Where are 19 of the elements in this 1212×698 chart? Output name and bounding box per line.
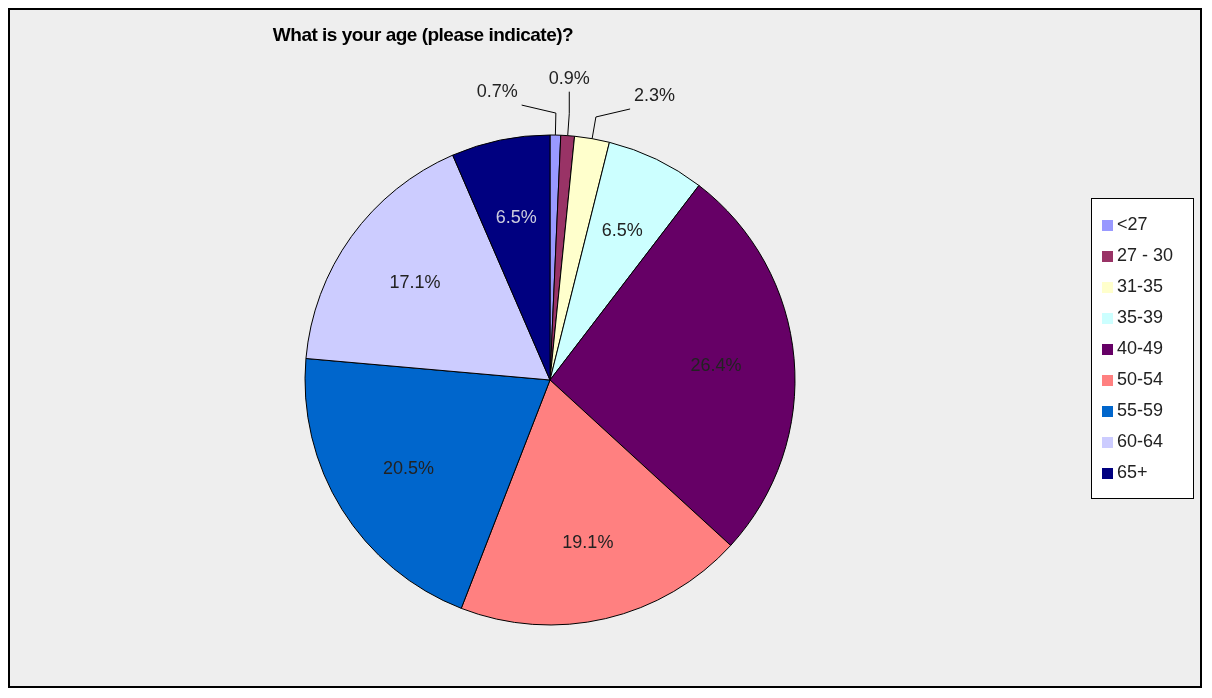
data-label: 0.7% xyxy=(476,81,518,102)
data-label: 0.9% xyxy=(548,67,590,88)
chart-title: What is your age (please indicate)? xyxy=(271,24,575,46)
legend-label: 60-64 xyxy=(1116,430,1163,451)
data-label: 17.1% xyxy=(389,272,441,293)
data-label: 6.5% xyxy=(601,219,643,240)
legend-label: 35-39 xyxy=(1116,306,1163,327)
data-label: 26.4% xyxy=(690,355,742,376)
data-label: 19.1% xyxy=(562,532,614,553)
legend-label: 27 - 30 xyxy=(1116,244,1173,265)
legend-label: <27 xyxy=(1116,213,1148,234)
legend-label: 55-59 xyxy=(1116,399,1163,420)
legend-label: 65+ xyxy=(1116,461,1148,482)
legend-label: 31-35 xyxy=(1116,275,1163,296)
legend-label: 40-49 xyxy=(1116,337,1163,358)
data-label: 2.3% xyxy=(634,84,676,105)
data-label: 6.5% xyxy=(495,206,537,227)
data-label: 20.5% xyxy=(382,457,435,478)
legend-label: 50-54 xyxy=(1116,368,1163,389)
